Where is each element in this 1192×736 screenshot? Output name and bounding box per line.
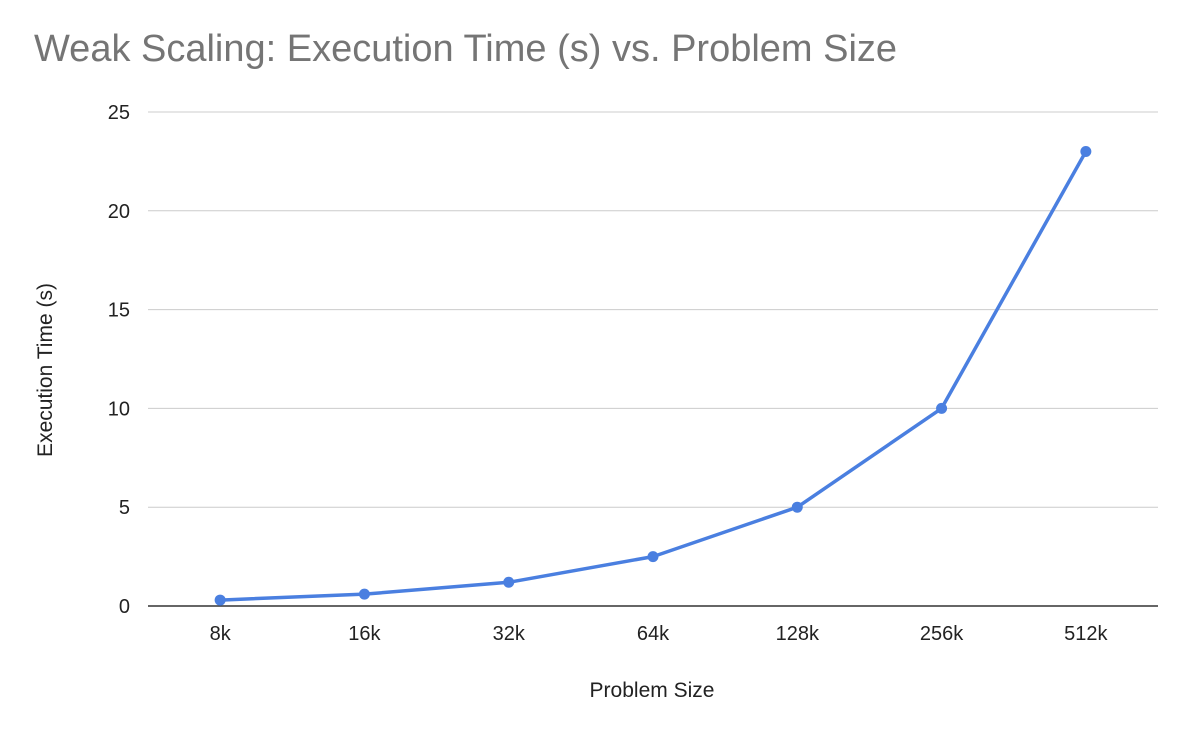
data-point-512k [1080, 146, 1092, 158]
data-point-64k [647, 551, 659, 563]
x-tick-label: 8k [210, 623, 232, 645]
data-point-16k [358, 588, 370, 600]
y-tick-label: 0 [119, 596, 130, 618]
x-tick-label: 16k [348, 623, 381, 645]
y-axis-title: Execution Time (s) [34, 283, 57, 457]
chart-title: Weak Scaling: Execution Time (s) vs. Pro… [34, 28, 898, 70]
y-tick-label: 20 [108, 201, 130, 223]
data-point-128k [791, 501, 803, 513]
y-tick-label: 5 [119, 497, 130, 519]
x-tick-label: 128k [776, 623, 820, 645]
x-tick-label: 32k [493, 623, 526, 645]
x-tick-label: 64k [637, 623, 670, 645]
y-tick-label: 25 [108, 102, 130, 124]
gridlines [148, 111, 1158, 607]
data-point-32k [503, 576, 515, 588]
y-axis-ticks: 0 5 10 15 20 25 [108, 102, 130, 618]
x-tick-label: 512k [1064, 623, 1108, 645]
x-tick-label: 256k [920, 623, 964, 645]
x-axis-ticks: 8k 16k 32k 64k 128k 256k 512k [210, 623, 1109, 645]
series-layer [214, 146, 1092, 606]
series-line [218, 149, 1088, 602]
y-tick-label: 15 [108, 300, 130, 322]
data-point-256k [936, 402, 948, 414]
x-axis-title: Problem Size [590, 679, 715, 702]
y-tick-label: 10 [108, 398, 130, 420]
data-point-8k [214, 594, 226, 606]
